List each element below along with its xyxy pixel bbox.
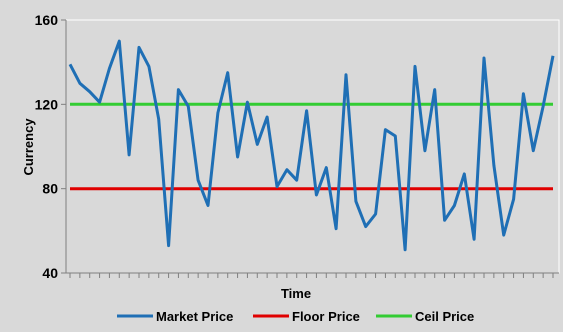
x-axis: [66, 272, 559, 278]
y-axis: 40 80 120 160: [35, 12, 67, 281]
y-tick-label: 120: [35, 96, 59, 112]
y-axis-title: Currency: [21, 118, 36, 176]
legend-label-market-price: Market Price: [156, 309, 233, 324]
y-tick-label: 160: [35, 12, 59, 28]
legend: Market Price Floor Price Ceil Price: [117, 309, 474, 324]
legend-label-ceil-price: Ceil Price: [415, 309, 474, 324]
y-tick-label: 40: [42, 265, 58, 281]
series-layer: [68, 39, 555, 252]
series-line-market-price: [68, 39, 555, 252]
y-tick-label: 80: [42, 181, 58, 197]
x-axis-title: Time: [281, 286, 311, 301]
legend-label-floor-price: Floor Price: [292, 309, 360, 324]
